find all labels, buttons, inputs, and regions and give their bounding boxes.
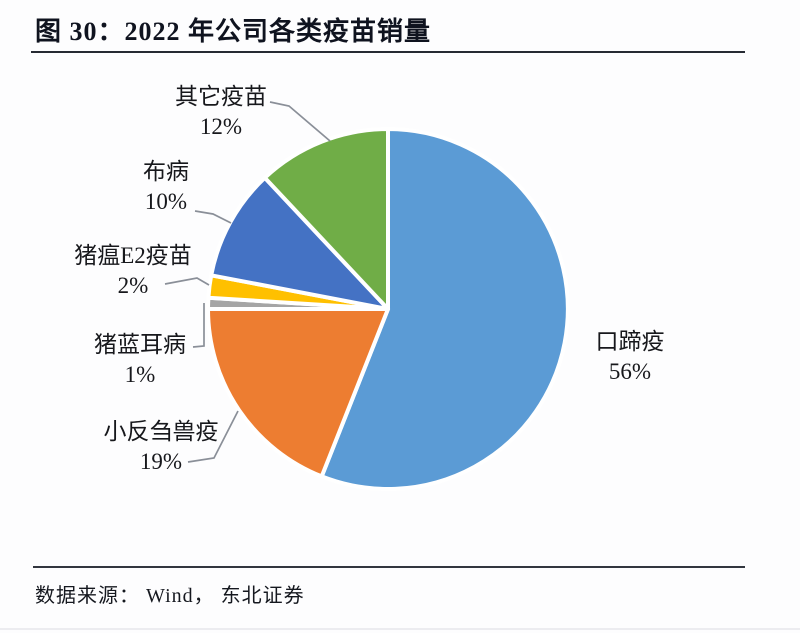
source-rule bbox=[33, 566, 745, 568]
pie-label-swine-fever-e2: 猪瘟E2疫苗 2% bbox=[74, 241, 192, 301]
pie-slice-other-vaccines bbox=[262, 127, 390, 311]
pie-label-brucellosis: 布病 10% bbox=[143, 157, 189, 217]
pie-label-name-fmd: 口蹄疫 bbox=[595, 329, 665, 354]
pie-label-name-swine-fever-e2: 猪瘟E2疫苗 bbox=[74, 243, 192, 268]
pie-label-fmd: 口蹄疫 56% bbox=[596, 327, 665, 387]
leader-line-prrs bbox=[192, 303, 205, 348]
leader-line-swine-fever-e2 bbox=[164, 277, 210, 286]
pie-label-prrs: 猪蓝耳病 1% bbox=[94, 330, 186, 390]
pie-slice-fmd bbox=[319, 127, 570, 491]
pie-label-percent-prrs: 1% bbox=[124, 362, 156, 387]
bottom-edge-artifact bbox=[0, 628, 800, 630]
pie-label-percent-brucellosis: 10% bbox=[144, 189, 188, 214]
pie-label-percent-other-vaccines: 12% bbox=[199, 114, 243, 139]
pie-label-name-ppr: 小反刍兽疫 bbox=[103, 419, 219, 444]
title-rule bbox=[31, 51, 745, 53]
leader-line-brucellosis bbox=[194, 210, 232, 224]
pie-label-name-other-vaccines: 其它疫苗 bbox=[175, 84, 267, 109]
pie-label-percent-fmd: 56% bbox=[608, 359, 652, 384]
pie-slice-ppr bbox=[206, 307, 390, 479]
figure-title: 图 30：2022 年公司各类疫苗销量 bbox=[35, 17, 432, 46]
leader-line-ppr bbox=[187, 410, 239, 463]
pie-label-percent-swine-fever-e2: 2% bbox=[117, 273, 149, 298]
leader-line-other-vaccines bbox=[269, 101, 331, 142]
pie-label-other-vaccines: 其它疫苗 12% bbox=[175, 82, 267, 142]
source-text: 数据来源： Wind， 东北证券 bbox=[35, 585, 305, 607]
pie-label-percent-ppr: 19% bbox=[139, 449, 183, 474]
pie-label-name-brucellosis: 布病 bbox=[143, 159, 189, 184]
pie-label-name-prrs: 猪蓝耳病 bbox=[94, 332, 186, 357]
pie-label-ppr: 小反刍兽疫 19% bbox=[104, 417, 219, 477]
